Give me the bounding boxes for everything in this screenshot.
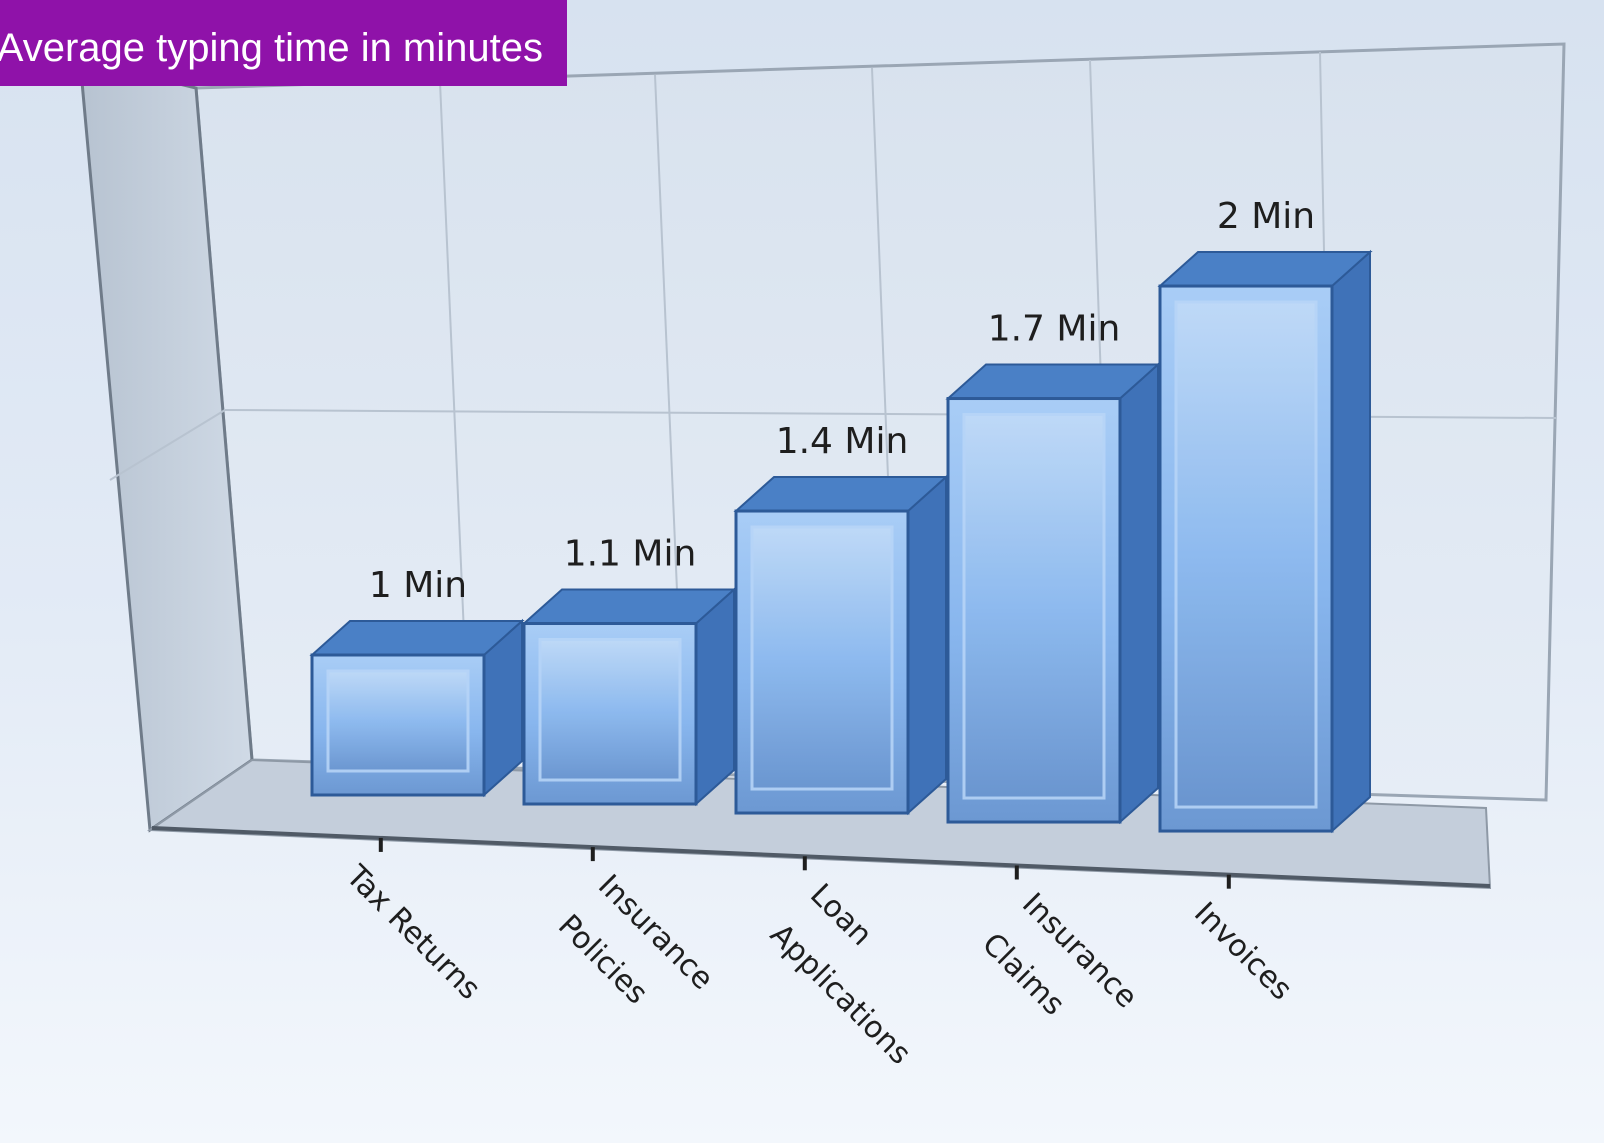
bar-side: [1119, 362, 1159, 825]
bar-top: [309, 620, 525, 656]
category-label: Applications: [763, 917, 917, 1071]
bar-value-label: 1 Min: [369, 565, 467, 606]
bar-value-label: 2 Min: [1217, 196, 1315, 237]
bar-inner-panel: [538, 638, 682, 782]
bar-inner-panel: [1174, 300, 1318, 809]
bar-top: [733, 476, 949, 513]
bar-top: [521, 588, 737, 625]
chart-title: Average typing time in minutes: [0, 26, 543, 70]
x-axis-line: [151, 826, 1491, 888]
bar-value-label: 1.1 Min: [564, 534, 697, 575]
bar-top: [945, 363, 1161, 400]
bar-side: [907, 474, 947, 816]
title-banner: Average typing time in minutes: [0, 0, 567, 86]
bar-side: [1331, 249, 1371, 834]
category-label: Tax Returns: [338, 858, 487, 1007]
bar-top: [1157, 251, 1373, 288]
bar-inner-panel: [962, 413, 1106, 800]
bar-value-label: 1.4 Min: [776, 421, 909, 462]
category-label: Invoices: [1187, 896, 1299, 1008]
bar-inner-panel: [750, 525, 894, 791]
bar-value-label: 1.7 Min: [988, 309, 1121, 350]
category-label: Loan: [803, 877, 879, 953]
bar-inner-panel: [326, 669, 470, 773]
bar-side: [695, 587, 735, 807]
